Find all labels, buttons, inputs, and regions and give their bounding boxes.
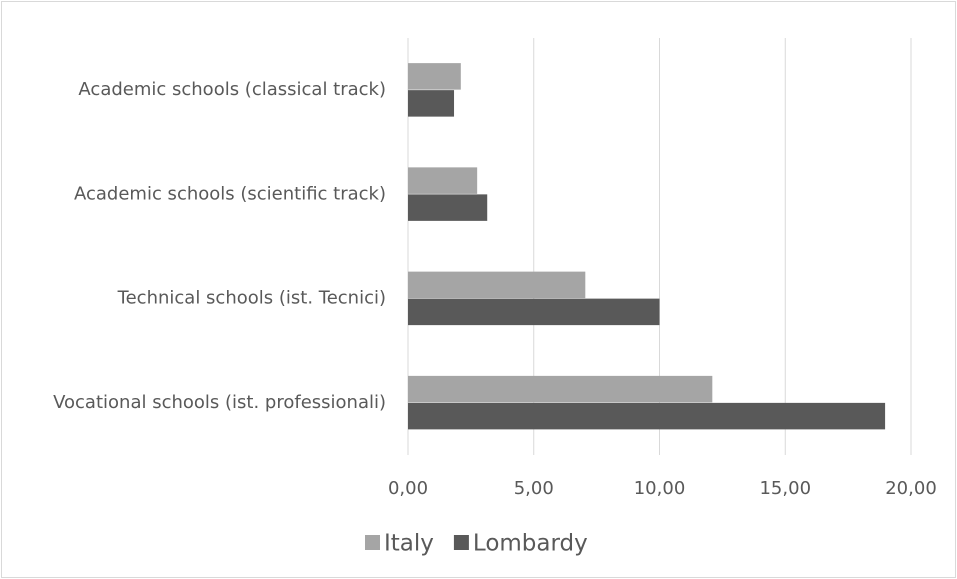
bar — [408, 402, 886, 430]
x-tick-label: 20,00 — [885, 478, 937, 499]
y-tick-label: Technical schools (ist. Tecnici) — [117, 288, 386, 309]
x-tick-label: 10,00 — [634, 478, 686, 499]
x-tick-label: 0,00 — [388, 478, 428, 499]
bar — [408, 90, 455, 117]
bar — [408, 375, 713, 403]
x-tick-label: 5,00 — [514, 478, 554, 499]
legend-label: Italy — [384, 531, 434, 557]
bar — [408, 271, 586, 299]
y-tick-label: Vocational schools (ist. professionali) — [53, 392, 386, 413]
legend-swatch — [365, 535, 380, 550]
y-tick-label: Academic schools (classical track) — [78, 79, 386, 100]
bar — [408, 298, 660, 326]
bar — [408, 63, 461, 90]
y-tick-label: Academic schools (scientific track) — [74, 183, 386, 204]
legend-label: Lombardy — [473, 531, 588, 557]
bar — [408, 167, 478, 194]
bar — [408, 194, 488, 221]
legend-swatch — [453, 535, 469, 550]
x-tick-label: 15,00 — [759, 478, 811, 499]
